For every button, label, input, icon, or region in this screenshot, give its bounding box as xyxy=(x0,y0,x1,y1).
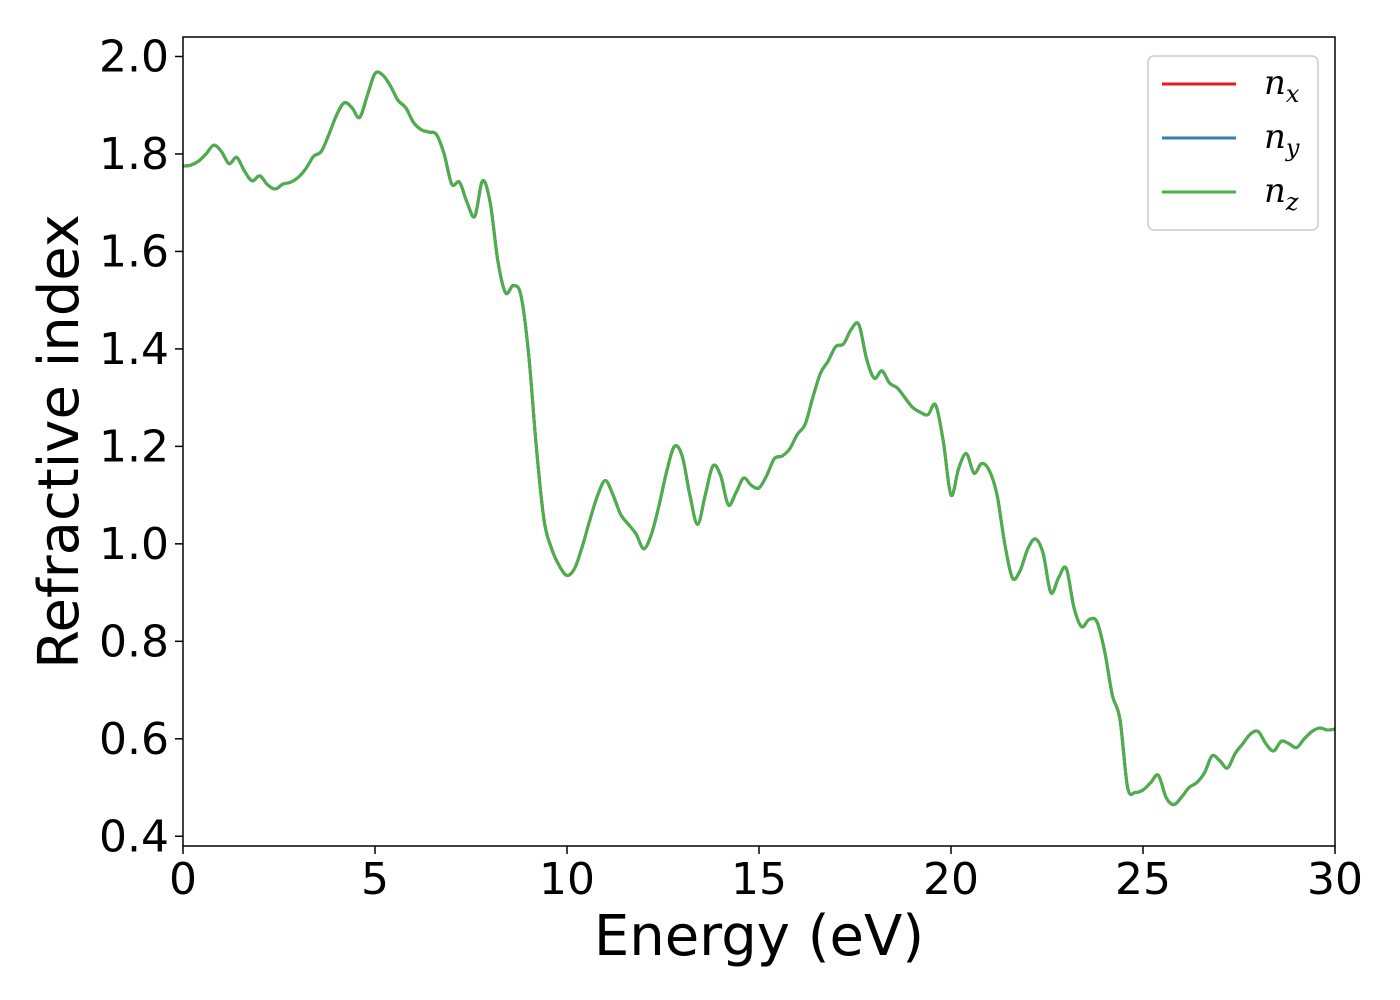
y-tick-label: 0.8 xyxy=(99,616,169,667)
x-axis-ticks: 0 5 10 15 20 25 30 xyxy=(169,846,1363,905)
legend-box xyxy=(1147,55,1319,231)
plot-area xyxy=(183,70,1335,807)
y-tick-label: 1.4 xyxy=(99,324,169,375)
x-tick-label: 5 xyxy=(361,854,389,905)
legend-label: nx xyxy=(1264,63,1300,108)
x-tick-label: 0 xyxy=(169,854,197,905)
legend-label-base: n xyxy=(1264,63,1286,103)
y-tick-label: 1.6 xyxy=(99,226,169,277)
y-tick-label: 2.0 xyxy=(99,31,169,82)
x-axis-label: Energy (eV) xyxy=(594,904,924,969)
x-tick-label: 20 xyxy=(923,854,979,905)
y-tick-label: 1.8 xyxy=(99,129,169,180)
x-tick-label: 15 xyxy=(731,854,787,905)
x-tick-label: 25 xyxy=(1115,854,1171,905)
x-tick-label: 10 xyxy=(539,854,595,905)
y-tick-label: 1.2 xyxy=(99,421,169,472)
y-tick-label: 0.6 xyxy=(99,714,169,765)
legend-label: nz xyxy=(1264,171,1299,216)
y-axis-label: Refractive index xyxy=(27,214,92,669)
x-tick-label: 30 xyxy=(1307,854,1363,905)
y-axis-ticks: 0.4 0.6 0.8 1.0 1.2 1.4 1.6 1.8 2.0 xyxy=(99,31,183,862)
legend-label: ny xyxy=(1264,117,1300,162)
legend-label-subscript: x xyxy=(1286,80,1300,108)
legend-label-base: n xyxy=(1264,117,1286,157)
legend-label-subscript: y xyxy=(1285,134,1300,162)
y-tick-label: 0.4 xyxy=(99,811,169,862)
y-tick-label: 1.0 xyxy=(99,519,169,570)
series-line-n-z xyxy=(183,70,1335,807)
legend-label-base: n xyxy=(1264,171,1286,211)
legend-label-subscript: z xyxy=(1285,188,1299,216)
